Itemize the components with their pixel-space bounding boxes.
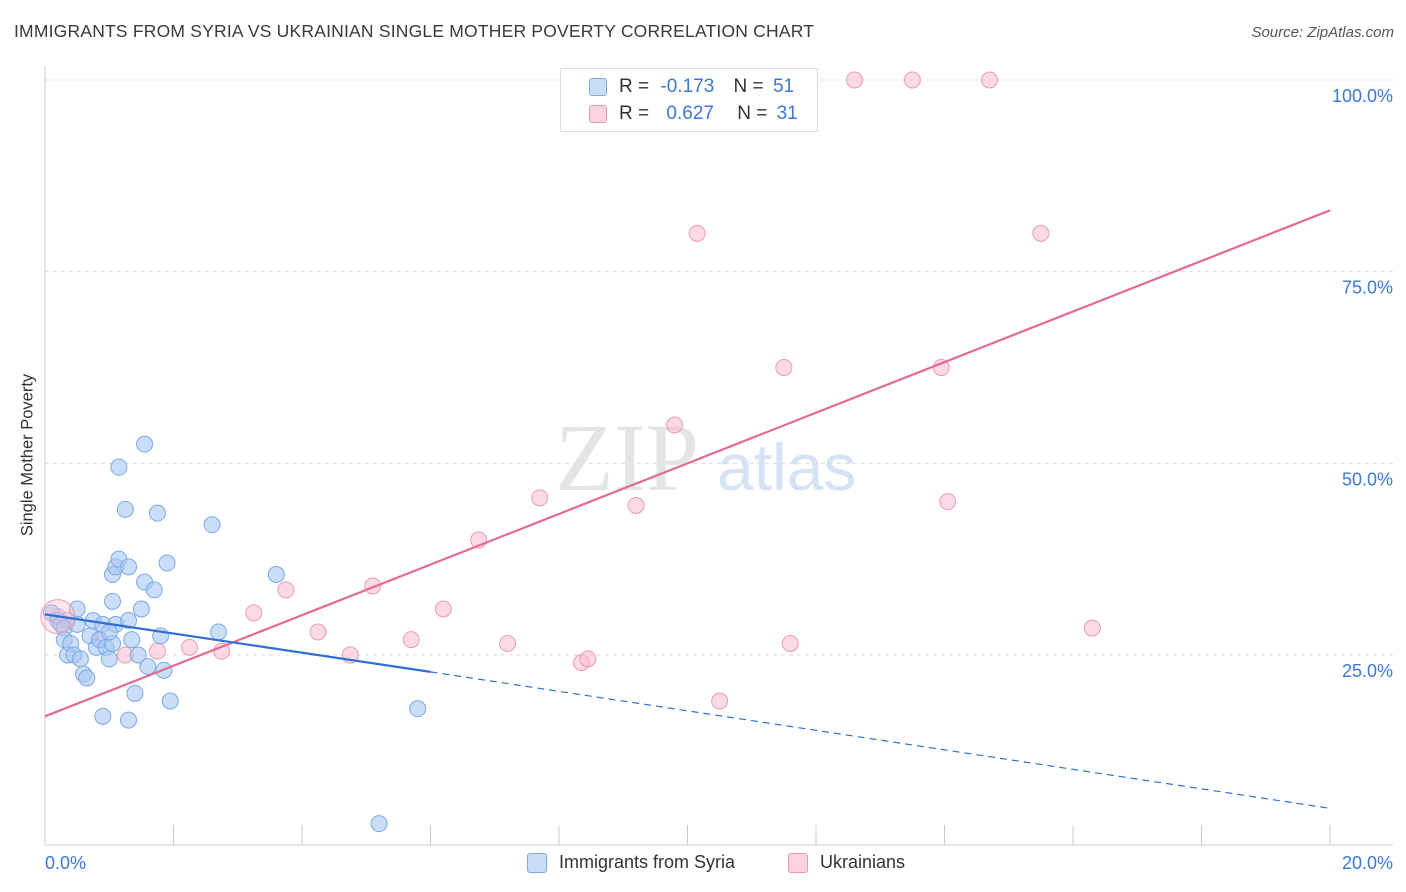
syria-point — [203, 516, 221, 534]
ukrainians-point — [666, 416, 684, 434]
ukrainians-legend-swatch — [788, 853, 808, 873]
syria-legend-swatch — [527, 853, 547, 873]
x-tick-label: 0.0% — [45, 853, 86, 873]
ukrainians-point — [781, 635, 799, 652]
source-label: Source: ZipAtlas.com — [1251, 24, 1394, 41]
n-label: N = — [737, 103, 768, 124]
ukrainians-point — [579, 650, 597, 668]
syria-point — [129, 646, 147, 664]
ukrainians-point — [846, 71, 864, 89]
n-label: N = — [733, 76, 764, 97]
ukrainians-point — [434, 600, 452, 618]
syria-point — [132, 600, 150, 618]
syria-point — [370, 815, 388, 833]
syria-point — [120, 612, 138, 629]
ukrainians-point — [499, 635, 517, 652]
y-tick-label: 50.0% — [1342, 469, 1393, 489]
chart-title: IMMIGRANTS FROM SYRIA VS UKRAINIAN SINGL… — [14, 21, 815, 41]
syria-point — [100, 650, 118, 668]
ukrainians-point — [1032, 224, 1050, 242]
syria-swatch — [589, 78, 607, 96]
syria-point — [100, 623, 118, 641]
ukrainians-point — [245, 604, 263, 622]
syria-legend-label: Immigrants from Syria — [559, 852, 736, 872]
syria-trend-line — [44, 613, 431, 673]
ukrainians-legend-label: Ukrainians — [820, 852, 906, 872]
ukrainians-point — [980, 71, 998, 89]
ukrainians-point — [1083, 619, 1101, 637]
syria-point — [120, 711, 138, 729]
syria-point — [161, 692, 179, 710]
ukrainians-point — [148, 642, 166, 660]
y-tick-label: 25.0% — [1342, 661, 1393, 681]
syria-r-value: -0.173 — [660, 76, 715, 97]
syria-point — [136, 435, 154, 453]
ukrainians-point — [277, 581, 295, 599]
syria-trend-extension — [430, 671, 1331, 809]
syria-point — [139, 658, 157, 675]
ukrainians-point — [775, 359, 793, 376]
correlation-legend: R = -0.173 N = 51 R = 0.627 N = 31 — [560, 68, 818, 132]
syria-point — [148, 504, 166, 522]
ukrainians-point — [627, 497, 645, 514]
ukrainians-point — [531, 489, 549, 507]
syria-point — [116, 500, 134, 518]
ukrainians-n-value: 31 — [776, 103, 798, 124]
y-tick-label: 100.0% — [1332, 86, 1393, 106]
syria-point — [103, 592, 121, 610]
syria-n-value: 51 — [772, 76, 795, 97]
ukrainians-point — [402, 631, 420, 649]
ukrainians-point — [181, 638, 199, 656]
ukrainians-r-value: 0.627 — [666, 103, 714, 124]
syria-point — [123, 631, 141, 649]
syria-point — [94, 707, 112, 725]
watermark-atlas: atlas — [717, 430, 856, 504]
y-tick-label: 75.0% — [1342, 278, 1393, 298]
ukrainians-point — [939, 493, 957, 511]
syria-point — [78, 669, 96, 687]
x-tick-label: 20.0% — [1342, 853, 1393, 873]
syria-point — [110, 458, 128, 476]
syria-point — [209, 623, 227, 641]
syria-point — [158, 554, 176, 572]
r-label: R = — [619, 103, 650, 124]
syria-point — [71, 650, 89, 668]
syria-point — [145, 581, 163, 599]
ukrainians-point — [711, 692, 729, 710]
syria-point — [120, 558, 138, 576]
ukrainians-point — [309, 623, 327, 641]
r-label: R = — [619, 76, 650, 97]
ukrainians-point — [903, 71, 921, 89]
ukrainians-trend-line — [44, 209, 1331, 718]
ukrainians-point — [688, 224, 706, 242]
syria-point — [409, 700, 427, 718]
syria-point — [267, 566, 285, 583]
syria-point — [68, 600, 86, 618]
ukrainians-swatch — [589, 105, 607, 123]
syria-point — [126, 684, 144, 702]
